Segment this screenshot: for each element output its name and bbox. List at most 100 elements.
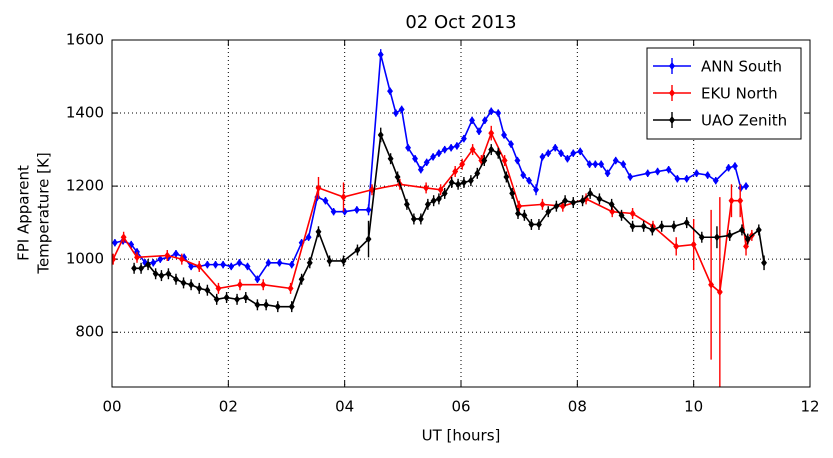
data-point <box>552 143 559 152</box>
data-point <box>744 235 751 244</box>
data-point <box>204 286 211 295</box>
data-point <box>322 196 329 205</box>
legend-label: ANN South <box>701 58 782 76</box>
data-point <box>287 284 294 293</box>
data-point <box>315 183 322 192</box>
data-point <box>254 275 261 284</box>
data-point <box>488 107 495 116</box>
data-point <box>448 143 455 152</box>
data-point <box>234 295 241 304</box>
data-point <box>564 154 571 163</box>
data-point <box>223 293 230 302</box>
data-point <box>604 169 611 178</box>
data-point <box>178 255 185 264</box>
data-point <box>260 280 267 289</box>
data-point <box>410 214 417 223</box>
data-point <box>545 207 552 216</box>
data-point <box>455 180 462 189</box>
data-point <box>330 207 337 216</box>
data-point <box>365 235 372 244</box>
data-point <box>377 50 384 59</box>
data-point <box>236 258 243 267</box>
data-point <box>196 262 203 271</box>
data-point <box>220 260 227 269</box>
y-tick-label: 800 <box>75 323 104 341</box>
data-point <box>598 160 605 169</box>
data-point <box>172 275 179 284</box>
data-point <box>640 222 647 231</box>
data-point <box>577 147 584 156</box>
data-point <box>437 185 444 194</box>
data-point <box>725 163 732 172</box>
data-point <box>365 205 372 214</box>
x-tick-label: 00 <box>102 398 121 416</box>
data-point <box>658 222 665 231</box>
data-point <box>716 288 723 297</box>
data-point <box>430 196 437 205</box>
data-point <box>423 158 430 167</box>
data-point <box>708 280 715 289</box>
data-point <box>244 262 251 271</box>
data-point <box>435 194 442 203</box>
y-tick-label: 1000 <box>66 250 104 268</box>
data-point <box>435 149 442 158</box>
data-point <box>712 176 719 185</box>
data-point <box>392 109 399 118</box>
data-point <box>306 258 313 267</box>
data-point <box>452 167 459 176</box>
data-point <box>417 214 424 223</box>
data-point <box>728 196 735 205</box>
data-point <box>112 238 118 247</box>
data-point <box>503 172 510 181</box>
data-point <box>579 196 586 205</box>
legend: ANN South EKU North UAO Zenith <box>646 47 802 140</box>
data-point <box>520 171 527 180</box>
data-point <box>528 220 535 229</box>
data-point <box>698 233 705 242</box>
data-point <box>417 165 424 174</box>
y-axis-label: FPI Apparent <box>15 165 33 261</box>
data-point <box>516 202 523 211</box>
data-point <box>738 225 745 234</box>
legend-marker <box>669 62 675 70</box>
data-point <box>627 172 634 181</box>
data-point <box>713 233 720 242</box>
data-point <box>670 222 677 231</box>
data-point <box>150 258 157 267</box>
data-point <box>412 154 419 163</box>
data-point <box>165 269 172 278</box>
data-point <box>474 169 481 178</box>
y-tick-label: 1600 <box>66 31 104 49</box>
data-point <box>469 145 476 154</box>
data-point <box>164 251 171 260</box>
data-point <box>629 209 636 218</box>
data-point <box>539 200 546 209</box>
data-point <box>441 189 448 198</box>
data-point <box>265 258 272 267</box>
data-point <box>481 156 488 165</box>
data-point <box>562 196 569 205</box>
data-point <box>521 211 528 220</box>
data-point <box>644 169 651 178</box>
x-tick-label: 10 <box>684 398 703 416</box>
data-point <box>570 149 577 158</box>
y-tick-label: 1200 <box>66 177 104 195</box>
data-point <box>488 129 495 138</box>
data-point <box>731 161 738 171</box>
data-point <box>213 295 220 304</box>
data-point <box>501 156 508 165</box>
data-point <box>539 152 546 161</box>
data-point <box>673 242 680 251</box>
legend-label: UAO Zenith <box>701 112 787 130</box>
x-tick-label: 04 <box>335 398 354 416</box>
data-point <box>288 260 295 269</box>
data-point <box>158 271 165 280</box>
data-point <box>609 207 616 216</box>
plot-frame <box>111 39 811 388</box>
data-point <box>354 246 361 255</box>
y-tick-label: 1400 <box>66 104 104 122</box>
data-point <box>501 130 508 139</box>
data-point <box>665 165 672 174</box>
data-point <box>340 193 347 202</box>
data-point <box>254 300 261 309</box>
